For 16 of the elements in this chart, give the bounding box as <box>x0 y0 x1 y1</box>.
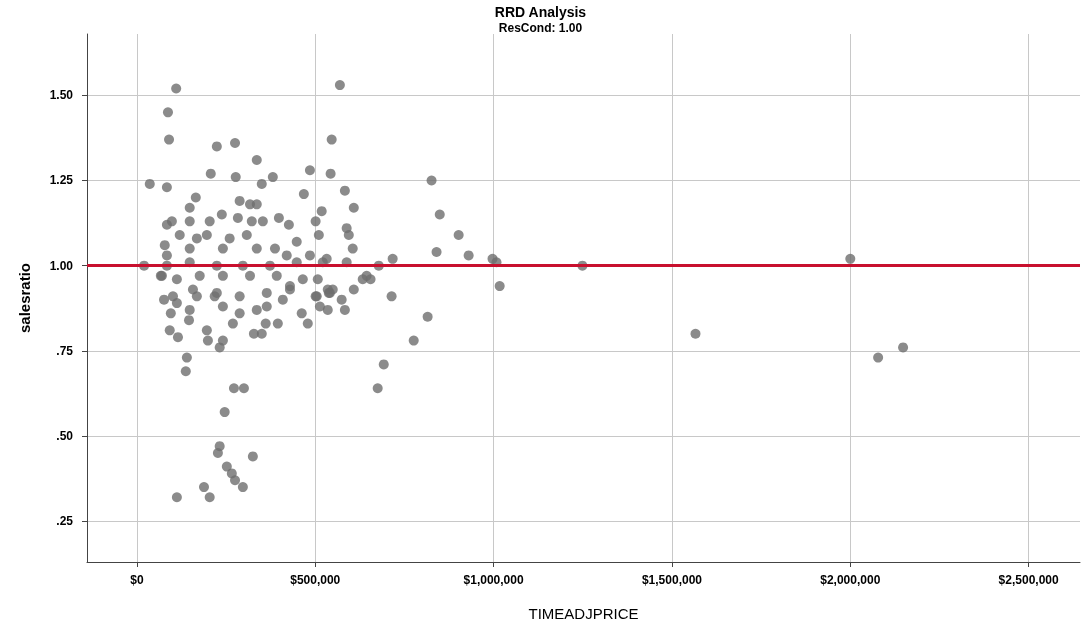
y-tick-label: .25 <box>56 514 74 529</box>
y-tick-label: .75 <box>56 343 74 358</box>
x-axis-title: TIMEADJPRICE <box>528 605 639 622</box>
y-tick-label: 1.50 <box>49 88 74 103</box>
x-tick-label: $1,000,000 <box>463 573 524 587</box>
y-axis-title: salesratio <box>16 262 33 334</box>
chart-subtitle: ResCond: 1.00 <box>498 21 583 35</box>
y-tick-label: .50 <box>56 428 74 443</box>
x-tick-label: $0 <box>130 573 144 587</box>
chart-title: RRD Analysis <box>494 4 587 20</box>
x-tick-label: $2,000,000 <box>820 573 881 587</box>
x-tick-label: $500,000 <box>290 573 341 587</box>
x-tick-label: $1,500,000 <box>641 573 703 587</box>
y-tick-label: 1.25 <box>49 173 74 188</box>
y-tick-label: 1.00 <box>49 258 74 273</box>
x-tick-label: $2,500,000 <box>998 573 1059 587</box>
